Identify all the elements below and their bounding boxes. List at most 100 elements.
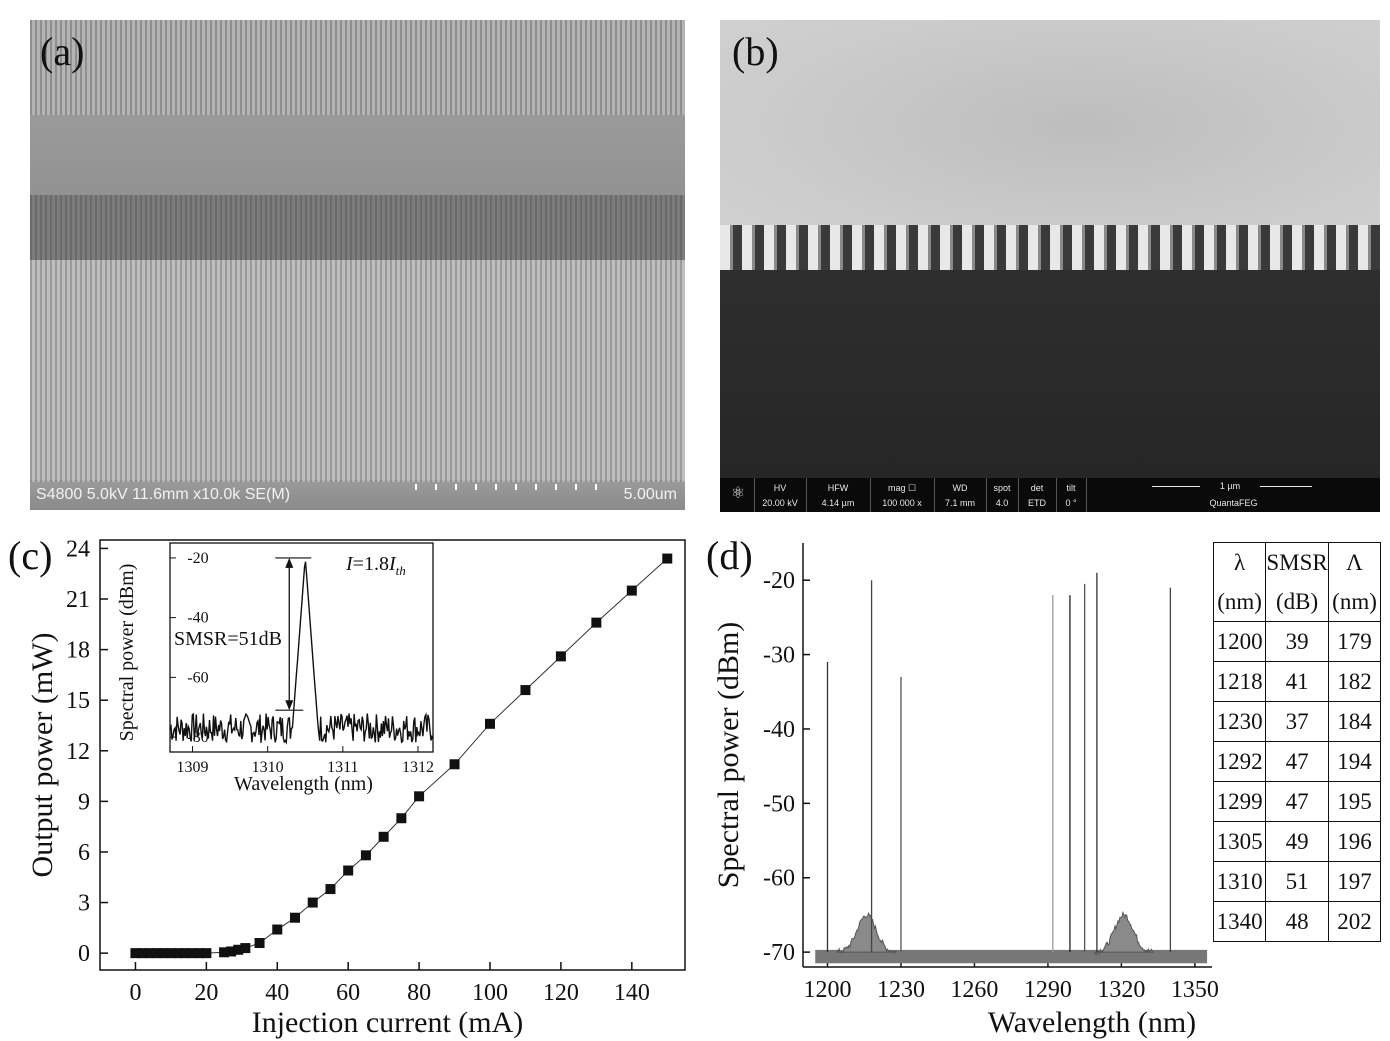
y-tick-label: 0 <box>78 941 90 967</box>
y-tick-label: -50 <box>763 791 795 817</box>
data-point <box>173 948 183 959</box>
smsr-table: λ SMSR Λ (nm) (dB) (nm) 1200 39 179 1218 41 182 1230… <box>1212 542 1381 942</box>
table-cell: 47 <box>1265 741 1330 782</box>
table-row: 1200 39 179 <box>1212 621 1381 662</box>
sem-background <box>720 20 1380 255</box>
table-row: 1305 49 196 <box>1212 821 1381 862</box>
table-cell: 1200 <box>1212 621 1267 662</box>
instrument-label: QuantaFEG <box>1209 498 1258 508</box>
chart-c-inset: 1309 1310 1311 1312 -20 -40 -60 -80 Wavelength (… <box>116 542 434 795</box>
sem-info-left: S4800 5.0kV 11.6mm x10.0k SE(M) <box>36 486 291 503</box>
data-point <box>233 944 244 955</box>
hfw-value: 4.14 µm <box>821 498 855 508</box>
table-cell: 48 <box>1265 901 1330 942</box>
hfw-label: HFW <box>827 483 849 493</box>
data-point <box>360 850 371 861</box>
panel-label-d: (d) <box>706 533 753 578</box>
x-tick-label: 120 <box>543 980 579 1006</box>
smsr-arrow-head-up <box>285 557 294 568</box>
inset-y-axis-label: Spectral power (dBm) <box>116 564 138 742</box>
data-point <box>396 813 407 824</box>
table-cell: 1218 <box>1212 661 1267 702</box>
data-point <box>307 897 318 908</box>
spot-label: spot <box>993 483 1011 493</box>
table-cell: 182 <box>1328 661 1381 702</box>
table-header-cell: Λ <box>1328 542 1381 582</box>
data-point <box>151 948 162 959</box>
scale-ticks <box>415 484 605 490</box>
table-row: 1218 41 182 <box>1212 661 1381 702</box>
inset-x-tick-label: 1311 <box>327 759 358 776</box>
y-axis-label: Output power (mW) <box>26 633 59 878</box>
data-point <box>180 948 191 959</box>
x-tick-label: 60 <box>336 980 360 1006</box>
substrate <box>720 270 1380 478</box>
table-row: 1299 47 195 <box>1212 781 1381 822</box>
data-point <box>290 912 300 923</box>
y-tick-label: 15 <box>66 688 90 714</box>
y-tick-label: -30 <box>763 643 795 669</box>
inset-x-tick-label: 1309 <box>177 759 209 776</box>
data-point <box>240 943 251 954</box>
sem-info-bar: ⚛ HV 20.00 kV HFW 4.14 µm mag ☐ 100 000 x W… <box>720 478 1380 512</box>
data-point <box>555 651 566 662</box>
x-tick-label: 0 <box>129 980 141 1006</box>
data-point <box>165 948 176 959</box>
chart-c: 0 20 40 60 80 100 120 140 0 3 6 9 12 15 18 21 24 Injectio… <box>26 536 686 1039</box>
det-value: ETD <box>1028 498 1046 508</box>
table-cell: 1299 <box>1212 781 1267 822</box>
data-point <box>254 938 265 949</box>
y-tick-label: 9 <box>78 789 90 815</box>
table-cell: 179 <box>1328 621 1381 662</box>
data-point <box>158 948 169 959</box>
hv-label: HV <box>773 483 787 493</box>
tilt-value: 0 ° <box>1065 498 1077 508</box>
table-header-row: (nm) (dB) (nm) <box>1212 582 1381 622</box>
y-tick-label: 12 <box>66 739 90 765</box>
data-point <box>626 585 637 596</box>
table-cell: 39 <box>1265 621 1330 662</box>
x-axis-label: Wavelength (nm) <box>988 1006 1196 1039</box>
tilt-label: tilt <box>1066 483 1076 493</box>
inset-x-tick-label: 1312 <box>402 759 434 776</box>
x-axis-label: Injection current (mA) <box>252 1006 524 1039</box>
sem-image-cross-section: ⚛ HV 20.00 kV HFW 4.14 µm mag ☐ 100 000 x W… <box>720 20 1380 512</box>
data-point <box>485 718 495 729</box>
data-point <box>201 948 212 959</box>
inset-spectrum-line <box>169 561 434 745</box>
table-header-cell: (nm) <box>1212 582 1267 622</box>
inset-x-tick-label: 1310 <box>252 759 284 776</box>
smsr-arrow-head-down <box>285 700 294 711</box>
y-tick-label: -40 <box>763 717 795 743</box>
table-header-cell: (dB) <box>1265 582 1330 622</box>
table-cell: 49 <box>1265 821 1330 862</box>
inset-y-tick-label: -20 <box>187 550 208 567</box>
data-point <box>226 946 237 957</box>
smsr-annotation: SMSR=51dB <box>174 628 282 650</box>
table-header-cell: SMSR <box>1265 542 1330 582</box>
table-cell: 197 <box>1328 861 1381 902</box>
table-row: 1310 51 197 <box>1212 861 1381 902</box>
chart-c-main: 0 20 40 60 80 100 120 140 0 3 6 9 12 15 18 21 24 Injectio… <box>26 536 686 1039</box>
data-point <box>130 948 141 959</box>
data-point <box>144 948 155 959</box>
inset-y-tick-label: -60 <box>187 669 208 686</box>
ase-hump <box>836 911 897 955</box>
ridge-waveguide <box>30 115 685 195</box>
y-tick-label: 18 <box>66 638 90 664</box>
table-cell: 194 <box>1328 741 1381 782</box>
y-axis-label: Spectral power (dBm) <box>712 622 745 889</box>
data-point <box>378 831 389 842</box>
data-point <box>414 791 425 802</box>
current-annotation: I=1.8Ith <box>345 553 406 578</box>
y-tick-label: 24 <box>66 536 90 562</box>
table-row: 1230 37 184 <box>1212 701 1381 742</box>
data-point <box>325 884 336 895</box>
table-cell: 37 <box>1265 701 1330 742</box>
data-point <box>343 865 354 876</box>
chart-d-main: 1200 1230 1260 1290 1320 1350 -20 -30 -40 -50 -60 -… <box>712 543 1219 1039</box>
wd-value: 7.1 mm <box>944 498 975 508</box>
y-tick-label: 3 <box>78 891 90 917</box>
table-cell: 1292 <box>1212 741 1267 782</box>
det-label: det <box>1030 483 1044 493</box>
